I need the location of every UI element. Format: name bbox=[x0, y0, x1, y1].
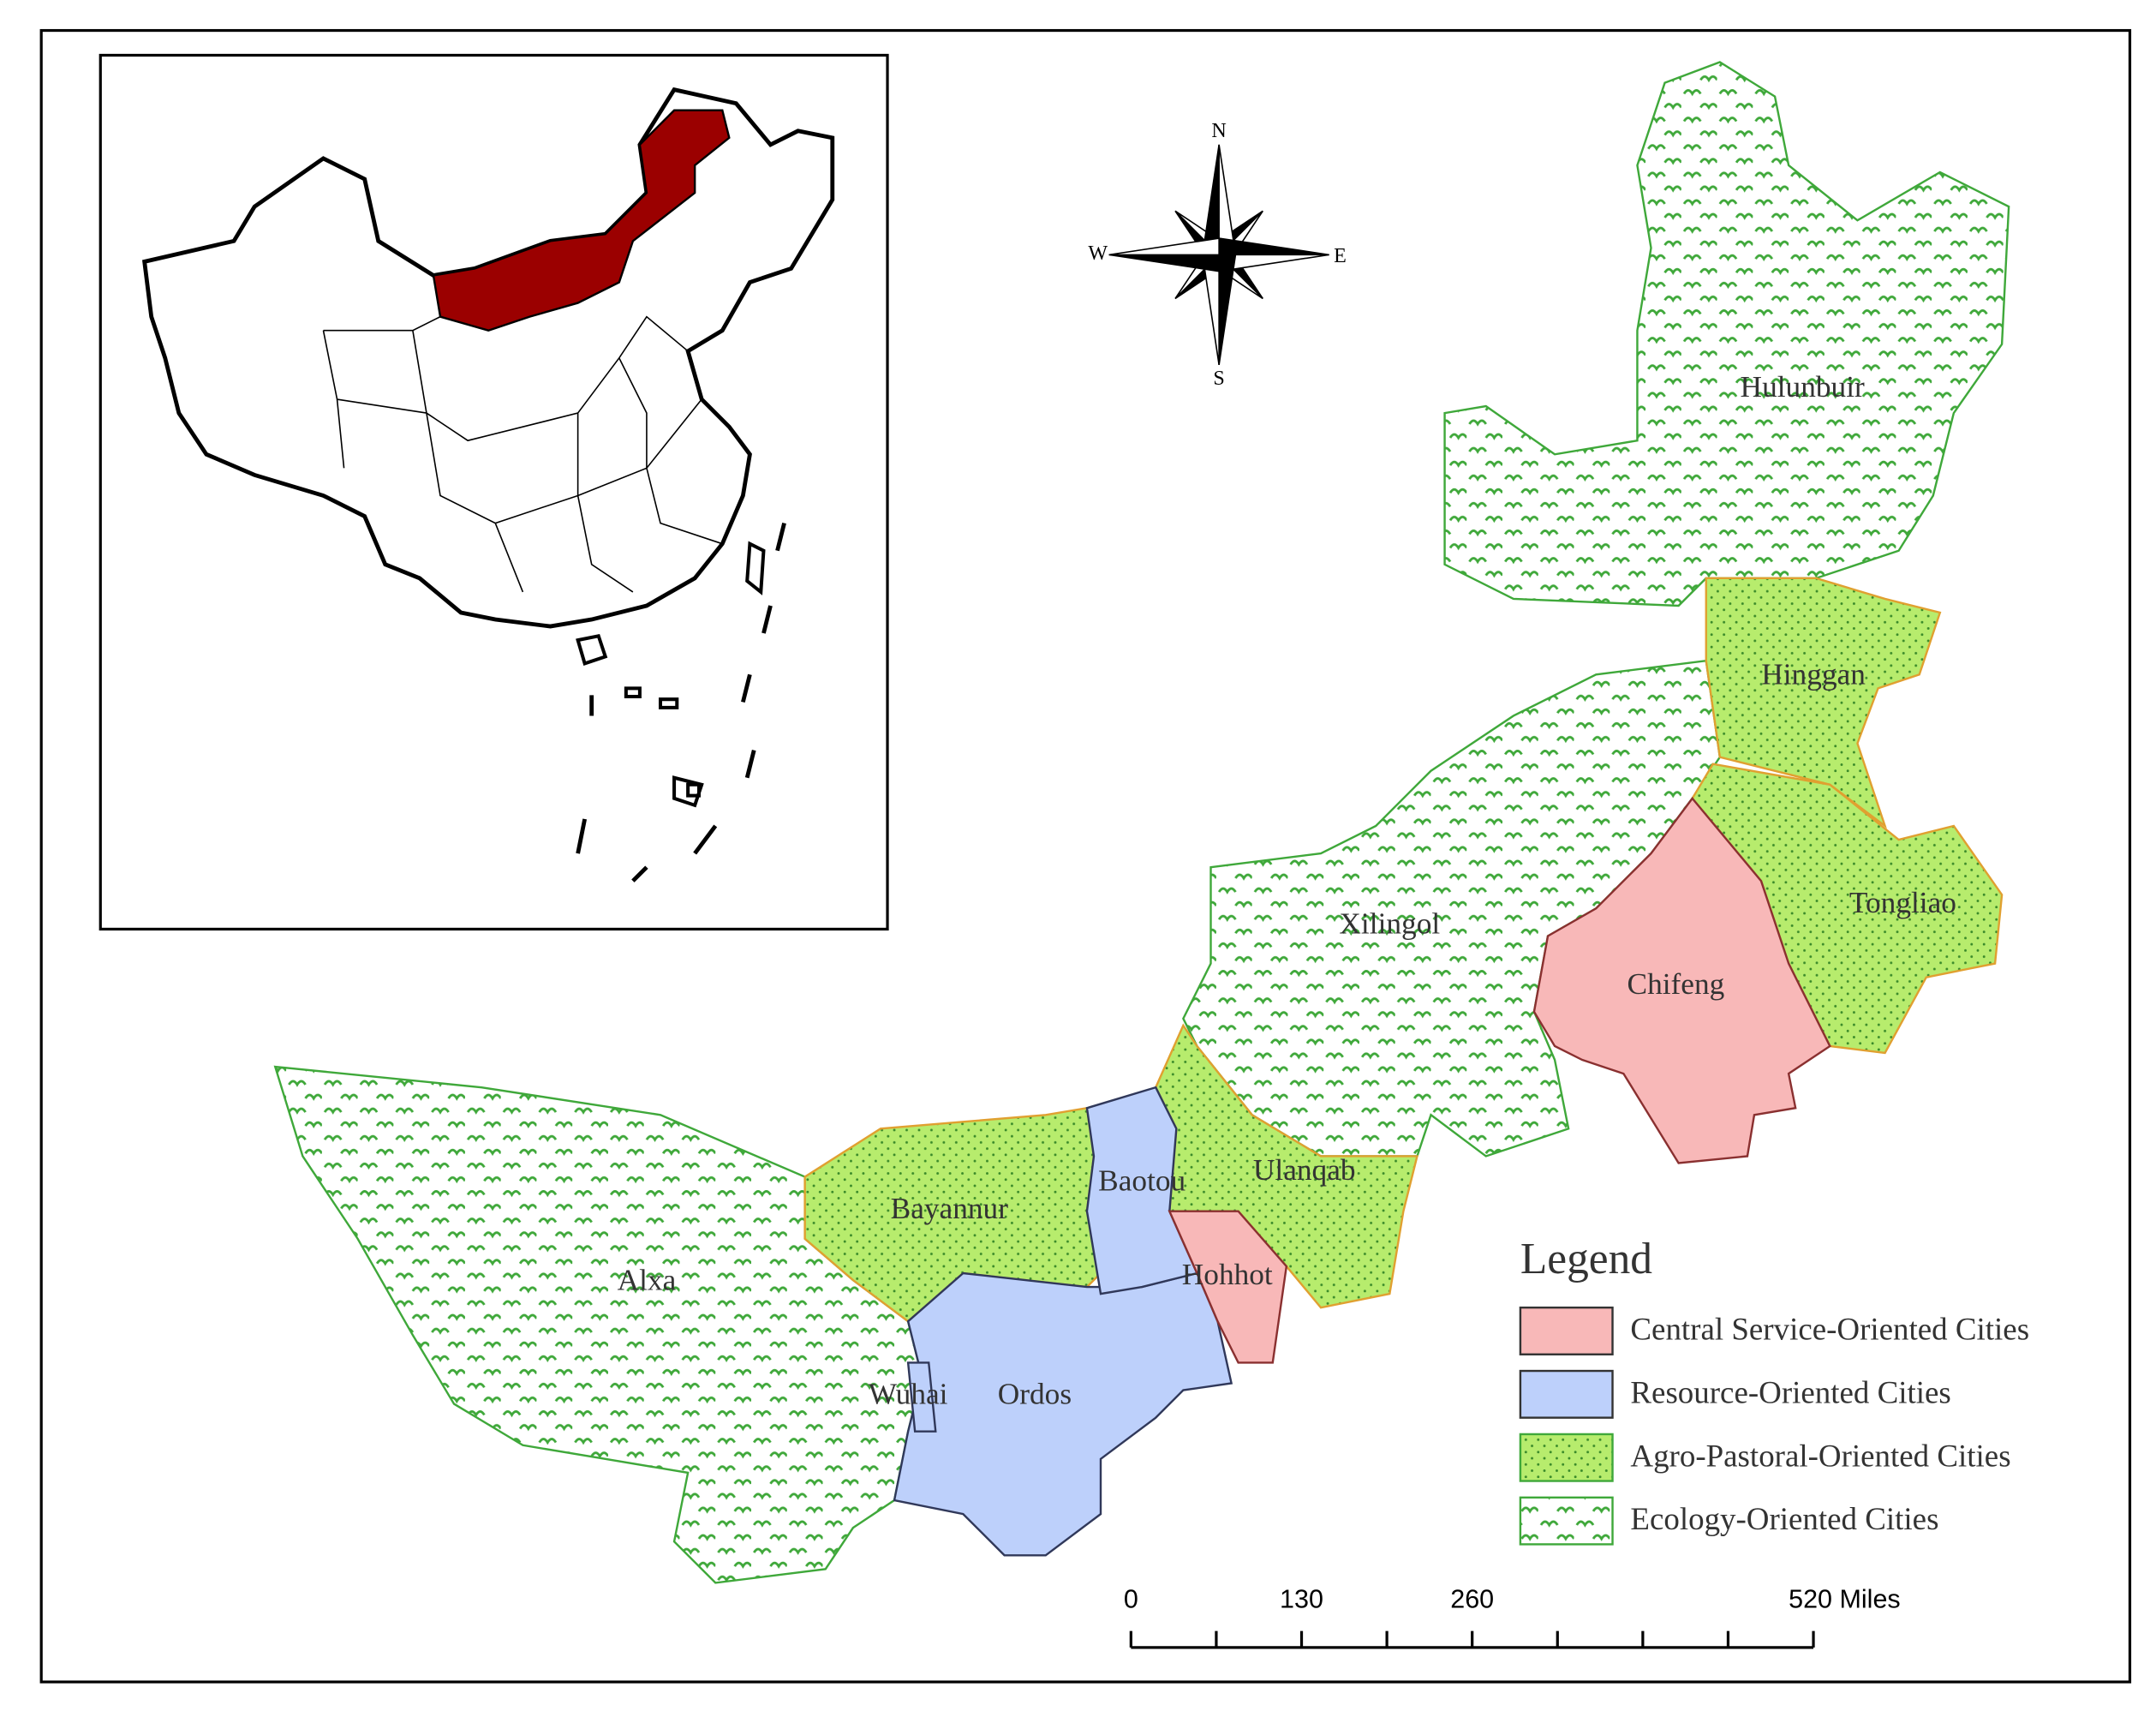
region-area bbox=[906, 1361, 937, 1433]
compass-label: S bbox=[1213, 368, 1224, 390]
region-label: Alxa bbox=[618, 1263, 677, 1296]
region-area bbox=[1532, 796, 1831, 1164]
compass-label: W bbox=[1088, 242, 1108, 265]
region-label: Baotou bbox=[1098, 1164, 1186, 1198]
legend-swatch bbox=[1519, 1496, 1614, 1546]
scale-label: 520 Miles bbox=[1789, 1584, 1901, 1613]
legend-label: Ecology-Oriented Cities bbox=[1630, 1501, 1938, 1536]
legend-label: Resource-Oriented Cities bbox=[1630, 1374, 1950, 1409]
region-area bbox=[1705, 577, 1942, 829]
regions bbox=[273, 61, 2010, 1584]
region-labels: Hulunbuir Hinggan Tongliao Chifeng Xilingol U… bbox=[618, 370, 1956, 1411]
region-label: Ulanqab bbox=[1253, 1153, 1356, 1187]
compass-point bbox=[1108, 237, 1220, 256]
scale-label: 130 bbox=[1280, 1584, 1323, 1613]
region-label: Hohhot bbox=[1182, 1258, 1273, 1291]
region-label: Wuhai bbox=[869, 1378, 948, 1411]
region-area bbox=[1085, 1086, 1199, 1295]
province-borders bbox=[322, 315, 723, 593]
compass: N S W E bbox=[1088, 120, 1346, 390]
compass-label: E bbox=[1334, 245, 1347, 267]
region-label: Xilingol bbox=[1339, 906, 1440, 940]
region-label: Tongliao bbox=[1849, 886, 1956, 919]
china-inset bbox=[141, 87, 835, 882]
region-label: Ordos bbox=[998, 1378, 1072, 1411]
legend-title: Legend bbox=[1520, 1235, 1652, 1283]
legend-swatch bbox=[1519, 1369, 1614, 1419]
inner-mongolia-highlight bbox=[432, 109, 731, 332]
legend-label: Agro-Pastoral-Oriented Cities bbox=[1630, 1438, 2010, 1473]
scale-label: 0 bbox=[1124, 1584, 1138, 1613]
scale-bar: 0 130 260 520 Miles bbox=[1124, 1584, 1901, 1649]
compass-label: N bbox=[1211, 120, 1226, 142]
dashed-boundary bbox=[576, 523, 786, 882]
region-area bbox=[1168, 1210, 1288, 1364]
region-label: Chifeng bbox=[1627, 967, 1725, 1001]
legend-swatch bbox=[1519, 1433, 1614, 1482]
region-label: Bayannur bbox=[891, 1192, 1009, 1225]
scale-label: 260 bbox=[1450, 1584, 1494, 1613]
region-label: Hinggan bbox=[1761, 658, 1866, 691]
legend: Central Service-Oriented Cities Resource-… bbox=[1519, 1306, 2029, 1546]
islands bbox=[576, 541, 766, 808]
legend-swatch bbox=[1519, 1306, 1614, 1355]
region-label: Hulunbuir bbox=[1741, 370, 1865, 404]
legend-label: Central Service-Oriented Cities bbox=[1630, 1312, 2029, 1347]
